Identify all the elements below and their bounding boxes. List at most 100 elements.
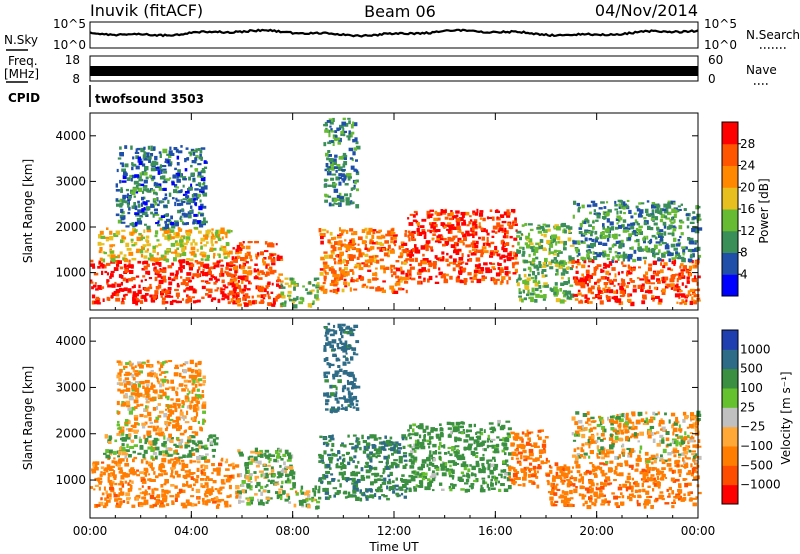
velocity-cell (109, 452, 113, 456)
power-cell (667, 232, 672, 235)
power-cell (630, 280, 635, 283)
velocity-cell (366, 495, 371, 499)
velocity-cell (166, 379, 170, 384)
power-cell (146, 263, 150, 268)
power-cell (175, 300, 179, 304)
power-cell (155, 230, 159, 235)
power-cell (629, 278, 633, 282)
power-cell (599, 252, 604, 256)
power-cell (522, 280, 527, 283)
power-cell (109, 250, 114, 254)
power-cell (270, 243, 275, 248)
velocity-cell (211, 486, 214, 490)
velocity-cell (179, 372, 182, 378)
velocity-cell (126, 452, 129, 456)
power-cell (143, 171, 148, 176)
velocity-cell (270, 466, 274, 471)
power-cell (394, 243, 397, 247)
power-cell (479, 210, 484, 213)
power-cell (171, 299, 177, 303)
power-cell (464, 211, 470, 216)
power-cell (505, 242, 510, 246)
velocity-cell (128, 420, 131, 424)
power-cell (688, 272, 692, 277)
power-cell (441, 251, 445, 255)
velocity-cell (185, 480, 189, 486)
power-cell (369, 240, 375, 244)
power-cell (212, 247, 217, 251)
power-cell (342, 117, 346, 121)
power-cell (678, 219, 683, 223)
velocity-cell (157, 362, 162, 365)
power-cell (538, 285, 542, 289)
velocity-cell (140, 476, 145, 480)
power-cell (473, 272, 478, 277)
velocity-cell (173, 373, 179, 376)
power-cell (203, 244, 207, 247)
power-cell (197, 171, 202, 176)
velocity-cell (163, 482, 167, 486)
power-cell (458, 270, 463, 274)
velocity-cell (379, 450, 382, 454)
power-cell (137, 209, 142, 213)
velocity-cell (132, 362, 134, 366)
power-cell (417, 262, 423, 267)
power-cell (671, 257, 675, 261)
power-cell (643, 248, 649, 251)
power-cell (677, 276, 682, 280)
velocity-cell (329, 437, 335, 441)
power-cell (120, 208, 124, 213)
power-cell (316, 283, 320, 287)
velocity-cell (186, 439, 192, 443)
power-cell (604, 234, 609, 238)
power-cell (342, 179, 345, 183)
velocity-cell (196, 460, 201, 464)
velocity-cell (128, 454, 132, 458)
power-cell (225, 266, 229, 270)
power-cell (259, 287, 265, 290)
power-cell (115, 230, 121, 235)
power-cell (592, 203, 598, 207)
power-cell (117, 254, 121, 258)
velocity-cell (145, 397, 149, 401)
power-cell (200, 271, 205, 274)
power-cell (655, 273, 660, 277)
power-cell (140, 202, 144, 207)
power-cell (506, 280, 509, 285)
power-cell (99, 257, 103, 262)
power-cell (569, 293, 575, 298)
power-cell (525, 235, 530, 240)
power-cell (634, 239, 638, 243)
power-cell (523, 259, 528, 264)
velocity-cell (377, 448, 381, 451)
power-cell (539, 225, 545, 229)
power-cell (100, 263, 105, 267)
power-cell (261, 300, 265, 304)
power-cell (124, 163, 129, 168)
power-cell (493, 281, 498, 285)
power-cell (647, 225, 651, 230)
power-cell (572, 214, 575, 219)
power-cell (377, 286, 381, 290)
power-cell (208, 288, 213, 294)
velocity-cell (181, 489, 186, 494)
velocity-cell (347, 404, 350, 408)
velocity-cell (325, 328, 331, 333)
power-cell (349, 157, 353, 160)
power-cell (650, 282, 655, 285)
power-cell (331, 270, 336, 274)
velocity-cell (134, 387, 140, 393)
power-cell (590, 232, 593, 237)
power-cell (111, 244, 116, 247)
velocity-cell (161, 489, 164, 493)
power-cell (194, 157, 198, 161)
velocity-cell (468, 446, 472, 451)
power-cell (182, 236, 186, 240)
velocity-cell (162, 453, 168, 457)
power-cell (660, 214, 666, 219)
velocity-cell (464, 482, 469, 485)
power-cell (620, 278, 624, 282)
power-cell (440, 258, 444, 262)
noise-tick-left-bottom: 10^0 (53, 38, 86, 52)
power-cell (411, 254, 415, 257)
